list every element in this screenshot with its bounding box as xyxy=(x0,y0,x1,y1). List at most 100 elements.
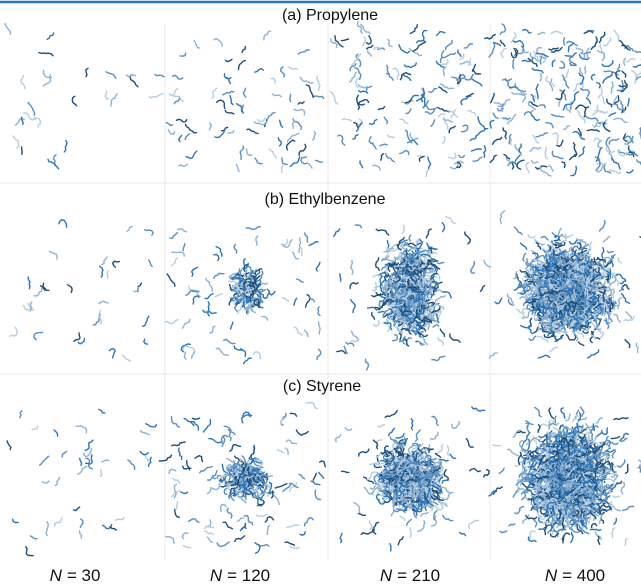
molecule xyxy=(611,82,613,93)
molecule xyxy=(166,537,174,544)
molecule xyxy=(406,109,411,114)
molecule xyxy=(22,147,23,154)
molecule xyxy=(410,25,417,34)
molecule xyxy=(623,506,634,510)
molecule xyxy=(350,72,357,82)
molecule xyxy=(607,442,618,445)
molecule xyxy=(282,165,283,172)
molecule xyxy=(607,99,612,107)
molecule xyxy=(169,469,176,473)
molecule xyxy=(21,76,25,89)
molecule xyxy=(316,262,320,271)
molecule xyxy=(416,309,417,315)
molecule xyxy=(300,532,305,535)
molecule xyxy=(612,158,621,169)
molecule xyxy=(247,129,258,133)
molecule xyxy=(351,260,353,274)
molecule xyxy=(367,45,373,48)
molecule xyxy=(246,227,260,230)
molecule xyxy=(282,298,289,301)
molecule xyxy=(214,254,219,260)
molecule xyxy=(278,138,281,146)
molecule xyxy=(459,155,465,157)
molecule xyxy=(549,48,558,50)
molecule xyxy=(431,120,435,126)
molecule xyxy=(568,321,569,327)
molecule xyxy=(407,520,412,526)
molecule xyxy=(552,60,555,66)
molecule xyxy=(230,445,241,452)
molecule xyxy=(68,285,73,293)
molecule xyxy=(540,105,546,108)
molecule xyxy=(20,411,22,418)
molecule xyxy=(175,510,180,518)
molecule xyxy=(598,87,602,98)
molecule xyxy=(548,166,553,171)
molecule xyxy=(102,257,107,265)
molecule xyxy=(256,236,258,245)
molecule xyxy=(183,244,185,251)
molecule xyxy=(93,314,99,325)
molecule xyxy=(334,229,340,236)
molecule xyxy=(410,528,411,538)
molecule xyxy=(465,232,471,244)
molecule xyxy=(469,521,479,529)
molecule xyxy=(513,59,514,69)
molecule xyxy=(436,445,443,455)
molecule xyxy=(391,504,394,516)
molecule xyxy=(432,417,438,426)
molecule xyxy=(470,137,476,141)
molecule xyxy=(484,470,489,477)
molecule xyxy=(100,310,102,324)
molecule xyxy=(605,258,613,259)
molecule xyxy=(183,346,195,350)
molecule xyxy=(180,53,186,56)
molecule xyxy=(409,235,411,241)
molecule xyxy=(305,330,309,336)
molecule xyxy=(200,467,212,473)
molecule xyxy=(282,158,287,164)
molecule xyxy=(378,425,385,427)
molecule xyxy=(570,155,575,160)
molecule xyxy=(340,274,341,281)
molecule xyxy=(484,260,491,267)
molecule xyxy=(579,147,585,157)
molecule xyxy=(390,544,391,551)
molecule xyxy=(369,137,373,144)
molecule xyxy=(450,454,456,458)
molecule xyxy=(536,85,538,99)
molecule xyxy=(556,251,562,252)
molecule xyxy=(551,315,557,316)
molecule xyxy=(400,516,405,520)
molecule xyxy=(99,301,108,303)
molecule xyxy=(345,428,351,431)
molecule xyxy=(244,358,252,363)
molecule xyxy=(264,31,271,40)
molecule xyxy=(500,211,504,224)
molecule xyxy=(530,318,532,325)
molecule xyxy=(531,95,534,102)
molecule xyxy=(182,533,188,539)
molecule xyxy=(378,107,384,110)
molecule xyxy=(399,45,410,53)
molecule xyxy=(403,75,411,81)
molecule xyxy=(604,165,611,173)
molecule xyxy=(306,85,313,97)
molecule xyxy=(288,67,297,69)
molecule xyxy=(307,163,312,168)
molecule xyxy=(540,57,542,64)
molecule xyxy=(491,94,495,103)
molecule xyxy=(438,338,443,345)
molecule xyxy=(552,151,563,158)
figure: (a) Propylene (b) Ethylbenzene (c) Styre… xyxy=(0,0,641,586)
molecule xyxy=(290,546,299,548)
molecule xyxy=(130,75,138,87)
molecule xyxy=(174,484,176,497)
molecule xyxy=(217,542,229,546)
molecule xyxy=(155,75,164,77)
molecule xyxy=(370,521,372,529)
molecule xyxy=(224,339,235,343)
molecule xyxy=(472,407,485,411)
molecule xyxy=(585,66,586,73)
molecule xyxy=(603,38,610,46)
